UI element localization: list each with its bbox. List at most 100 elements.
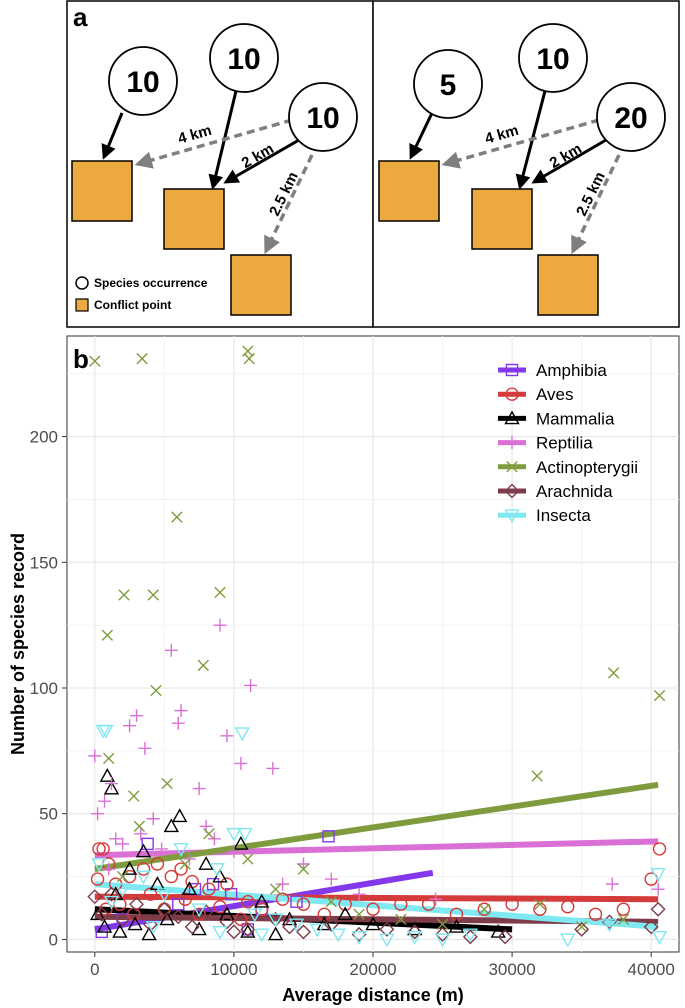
- point-insecta: [103, 895, 120, 910]
- arrow-solid-3: [223, 138, 300, 184]
- point-actinopterygii: [534, 898, 546, 910]
- point-reptilia: [134, 827, 148, 841]
- point-reptilia: [174, 704, 188, 718]
- point-actinopterygii: [653, 689, 666, 702]
- point-mammalia: [127, 916, 143, 931]
- point-aves: [202, 882, 216, 896]
- point-actinopterygii: [353, 908, 365, 920]
- point-reptilia: [207, 832, 221, 846]
- panel-a-letter: a: [73, 2, 88, 32]
- point-reptilia: [429, 892, 443, 906]
- arrow-dashed-2: [264, 154, 314, 255]
- point-mammalia: [99, 768, 116, 782]
- point-reptilia: [146, 812, 160, 826]
- point-insecta: [434, 933, 451, 948]
- point-reptilia: [155, 842, 169, 856]
- point-actinopterygii: [575, 921, 588, 933]
- legend: Amphibia Aves Mammalia Reptilia Actinopteryg…: [498, 361, 638, 525]
- x-tick-label: 10000: [210, 960, 257, 979]
- legend-label-mammalia: Mammalia: [536, 409, 615, 428]
- species-circle-6: [596, 82, 666, 152]
- trend-line-insecta: [94, 881, 659, 930]
- point-aves: [192, 907, 206, 921]
- point-insecta: [234, 727, 250, 742]
- point-reptilia: [266, 761, 280, 775]
- point-insecta: [379, 933, 395, 948]
- point-aves: [96, 842, 110, 856]
- point-mammalia: [171, 808, 188, 823]
- y-axis-title: Number of species record: [8, 533, 28, 755]
- point-reptilia: [98, 794, 112, 808]
- point-amphibia: [141, 837, 154, 851]
- point-aves: [477, 902, 491, 916]
- point-mammalia: [240, 923, 256, 938]
- point-insecta: [351, 931, 367, 945]
- point-insecta: [288, 918, 305, 933]
- point-insecta: [407, 931, 423, 945]
- y-tick-label: 100: [30, 679, 58, 698]
- panel-b-letter: b: [73, 344, 89, 374]
- point-reptilia: [130, 709, 144, 723]
- point-actinopterygii: [395, 913, 407, 926]
- point-arachnida: [435, 926, 451, 942]
- point-reptilia: [605, 877, 619, 891]
- conflict-square-3: [230, 254, 292, 316]
- species-circle-4: [413, 49, 483, 119]
- point-mammalia: [365, 916, 381, 931]
- legend-label-insecta: Insecta: [536, 506, 591, 525]
- y-tick-label: 0: [49, 930, 58, 949]
- point-actinopterygii: [214, 586, 226, 599]
- point-aves: [234, 912, 248, 927]
- point-reptilia: [234, 756, 248, 770]
- point-arachnida: [650, 901, 666, 917]
- point-arachnida: [184, 919, 200, 935]
- point-mammalia: [219, 906, 235, 921]
- point-insecta: [254, 928, 270, 943]
- point-arachnida: [295, 924, 311, 940]
- legend-marker-actinopterygii: [506, 461, 518, 473]
- scenario-left: 10 10 10 4 km 2 km 2.5 km Species occurr…: [71, 23, 358, 316]
- point-insecta: [135, 870, 152, 885]
- point-mammalia: [121, 861, 138, 875]
- point-aves: [90, 872, 105, 886]
- point-mammalia: [96, 918, 113, 933]
- point-reptilia: [123, 719, 137, 733]
- point-actinopterygii: [203, 828, 215, 840]
- point-aves: [241, 895, 255, 909]
- point-aves: [652, 842, 667, 856]
- point-aves: [588, 907, 603, 921]
- point-insecta: [601, 918, 618, 933]
- arrow-dashed-1: [134, 118, 293, 169]
- point-reptilia: [651, 882, 665, 896]
- x-tick-label: 20000: [349, 960, 396, 979]
- point-insecta: [330, 928, 346, 943]
- point-arachnida: [240, 921, 256, 937]
- point-reptilia: [352, 887, 366, 901]
- point-actinopterygii: [179, 858, 191, 870]
- point-insecta: [651, 931, 668, 945]
- point-amphibia: [116, 913, 129, 926]
- point-actinopterygii: [297, 863, 310, 875]
- point-arachnida: [87, 889, 103, 905]
- point-actinopterygii: [101, 629, 114, 641]
- panel-a: a 10 10 10 4 km 2 km 2.5 km Species occu…: [66, 0, 680, 328]
- point-amphibia: [241, 923, 255, 936]
- species-count-2: 10: [227, 43, 260, 76]
- grid: [67, 336, 679, 952]
- point-insecta: [98, 724, 114, 739]
- point-arachnida: [407, 924, 423, 940]
- point-reptilia: [138, 741, 152, 755]
- axes: 0 10000 20000 30000 40000 0 50 100 150 200: [30, 428, 675, 979]
- panel-b: b 0 10000 20000 30000 40000 0 50 100 150 200 Amph…: [8, 335, 680, 1005]
- legend-marker-reptilia: [505, 436, 519, 450]
- point-reptilia: [109, 832, 123, 846]
- data-points: [87, 345, 668, 948]
- point-arachnida: [574, 921, 590, 937]
- x-tick-label: 0: [90, 960, 99, 979]
- point-actinopterygii: [478, 903, 490, 915]
- legend-marker-insecta: [504, 509, 520, 524]
- point-aves: [213, 900, 227, 914]
- legend-species-occurrence: Species occurrence: [94, 276, 208, 290]
- point-mammalia: [159, 911, 175, 926]
- point-actinopterygii: [607, 667, 620, 679]
